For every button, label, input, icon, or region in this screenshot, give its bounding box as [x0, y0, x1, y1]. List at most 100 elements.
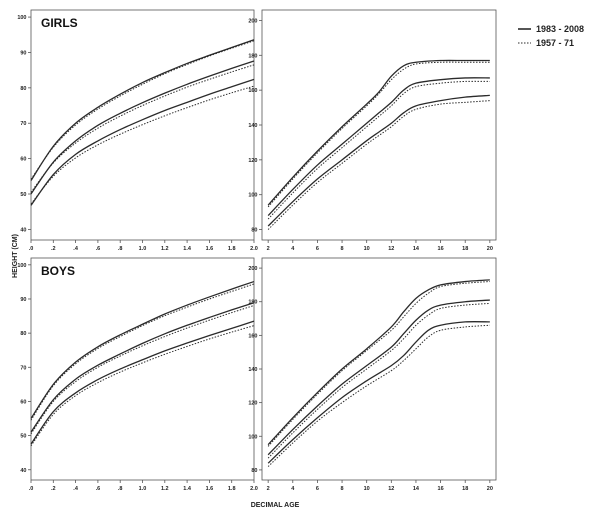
x-tick-label: 1.0 [139, 486, 147, 492]
legend-label-1957-71: 1957 - 71 [536, 38, 574, 48]
y-tick-label: 140 [248, 367, 257, 373]
y-tick-label: 50 [20, 434, 26, 440]
x-tick-label: 2 [267, 246, 270, 252]
x-tick-label: 1.8 [228, 486, 236, 492]
series-line-1983-2008-1 [30, 302, 255, 433]
x-tick-label: 12 [388, 486, 394, 492]
y-tick-label: 90 [20, 297, 26, 303]
series-line-1983-2008-0 [267, 279, 490, 446]
x-tick-label: .6 [96, 246, 101, 252]
x-tick-label: 4 [291, 246, 295, 252]
y-tick-label: 80 [20, 86, 26, 92]
x-tick-label: .2 [51, 246, 56, 252]
panel-frame [261, 257, 497, 481]
x-tick-label: 20 [487, 246, 493, 252]
x-tick-label: .0 [29, 246, 34, 252]
series-line-1983-2008-1 [30, 60, 255, 195]
series-line-1983-2008-0 [267, 59, 490, 206]
x-tick-label: 12 [388, 246, 394, 252]
series-line-1957-71-4 [267, 302, 490, 459]
x-tick-label: 18 [462, 486, 468, 492]
panel-2: 40 50 60 70 80 90 100 .0 .2 .4 .6 .8 1.0 1.2 1.4 1.6 1.8… [17, 257, 258, 492]
y-tick-label: 60 [20, 157, 26, 163]
series-line-1957-71-3 [267, 281, 490, 447]
series-line-1983-2008-1 [267, 77, 490, 217]
x-tick-label: 20 [487, 486, 493, 492]
y-tick-label: 160 [248, 333, 257, 339]
x-tick-label: .0 [29, 486, 34, 492]
panel-frame [30, 257, 255, 481]
x-tick-label: 10 [364, 246, 370, 252]
x-tick-label: .4 [73, 246, 79, 252]
y-tick-label: 180 [248, 300, 257, 306]
panel-label-girls: GIRLS [41, 16, 78, 30]
x-tick-label: 1.2 [161, 246, 169, 252]
legend: 1983 - 2008 1957 - 71 [518, 24, 584, 48]
series-line-1957-71-4 [30, 304, 255, 435]
x-tick-label: .6 [96, 486, 101, 492]
y-tick-label: 70 [20, 121, 26, 127]
chart-panels: 40 50 60 70 80 90 100 .0 .2 .4 .6 .8 1.0 1.2 1.4 1.6 1.8… [17, 9, 497, 492]
x-tick-label: 1.6 [206, 246, 214, 252]
series-line-1957-71-5 [267, 100, 490, 230]
series-line-1983-2008-1 [267, 299, 490, 456]
y-tick-label: 40 [20, 227, 26, 233]
x-tick-label: 1.6 [206, 486, 214, 492]
series-line-1957-71-3 [30, 283, 255, 421]
x-tick-label: 6 [316, 246, 319, 252]
x-tick-label: 4 [291, 486, 295, 492]
x-tick-label: 10 [364, 486, 370, 492]
y-tick-label: 50 [20, 192, 26, 198]
x-tick-label: 2.0 [250, 486, 258, 492]
panel-label-boys: BOYS [41, 264, 75, 278]
y-tick-label: 100 [248, 193, 257, 199]
series-line-1983-2008-2 [30, 78, 255, 206]
y-tick-label: 100 [17, 263, 26, 269]
series-line-1983-2008-2 [30, 320, 255, 445]
y-tick-label: 80 [251, 468, 257, 474]
y-tick-label: 140 [248, 123, 257, 129]
x-tick-label: .8 [118, 246, 123, 252]
x-tick-label: 2 [267, 486, 270, 492]
panel-1: 80 100 120 140 160 180 200 2 4 6 8 10 12 14 16 18 20 [248, 9, 497, 252]
y-tick-label: 100 [248, 434, 257, 440]
y-tick-label: 90 [20, 50, 26, 56]
legend-label-1983-2008: 1983 - 2008 [536, 24, 584, 34]
series-line-1957-71-4 [267, 80, 490, 220]
x-tick-label: .8 [118, 486, 123, 492]
x-tick-label: 6 [316, 486, 319, 492]
x-axis-title: DECIMAL AGE [251, 502, 300, 509]
y-tick-label: 180 [248, 53, 257, 59]
y-tick-label: 70 [20, 365, 26, 371]
y-tick-label: 40 [20, 468, 26, 474]
x-tick-label: 16 [438, 486, 444, 492]
series-line-1983-2008-0 [30, 39, 255, 181]
series-line-1983-2008-2 [267, 94, 490, 227]
x-tick-label: 14 [413, 246, 420, 252]
x-tick-label: 18 [462, 246, 468, 252]
x-tick-label: 1.4 [183, 486, 192, 492]
series-line-1957-71-5 [30, 325, 255, 447]
x-tick-label: 1.0 [139, 246, 147, 252]
y-tick-label: 200 [248, 18, 257, 24]
y-tick-label: 80 [251, 228, 257, 234]
x-tick-label: 8 [341, 246, 344, 252]
y-tick-label: 100 [17, 15, 26, 21]
x-tick-label: 2.0 [250, 246, 258, 252]
y-tick-label: 120 [248, 158, 257, 164]
y-tick-label: 120 [248, 401, 257, 407]
panel-3: 80 100 120 140 160 180 200 2 4 6 8 10 12 14 16 18 20 [248, 257, 497, 492]
panel-0: 40 50 60 70 80 90 100 .0 .2 .4 .6 .8 1.0 1.2 1.4 1.6 1.8… [17, 9, 258, 252]
x-tick-label: 8 [341, 486, 344, 492]
x-tick-label: 1.2 [161, 486, 169, 492]
y-axis-title: HEIGHT (CM) [12, 234, 19, 278]
x-tick-label: 16 [438, 246, 444, 252]
series-line-1957-71-3 [30, 40, 255, 180]
series-line-1983-2008-0 [30, 280, 255, 419]
y-tick-label: 200 [248, 266, 257, 272]
x-tick-label: 1.4 [183, 246, 192, 252]
y-tick-label: 80 [20, 331, 26, 337]
y-tick-label: 160 [248, 88, 257, 94]
series-line-1983-2008-2 [267, 321, 490, 464]
